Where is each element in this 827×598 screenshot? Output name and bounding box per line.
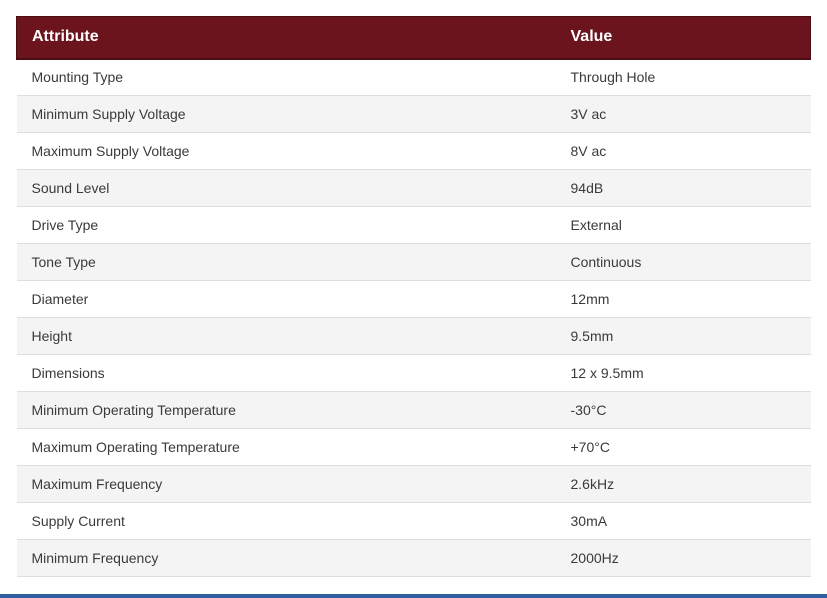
value-cell: 9.5mm (555, 317, 811, 355)
attribute-cell: Minimum Operating Temperature (16, 391, 556, 429)
table-row: Minimum Frequency 2000Hz (16, 539, 811, 577)
value-cell: 12mm (555, 280, 811, 318)
value-cell: 30mA (555, 502, 811, 540)
table-row: Maximum Supply Voltage 8V ac (16, 132, 811, 170)
header-value: Value (555, 16, 811, 60)
table-row: Drive Type External (16, 206, 811, 244)
attribute-cell: Maximum Supply Voltage (16, 132, 556, 170)
table-row: Sound Level 94dB (16, 169, 811, 207)
table-body: Mounting Type Through Hole Minimum Supply… (16, 58, 811, 577)
attribute-cell: Sound Level (16, 169, 556, 207)
value-cell: +70°C (555, 428, 811, 466)
table-row: Minimum Supply Voltage 3V ac (16, 95, 811, 133)
attribute-cell: Minimum Frequency (16, 539, 556, 577)
attribute-table: Attribute Value Mounting Type Through Hol… (16, 16, 811, 577)
attribute-cell: Supply Current (16, 502, 556, 540)
header-row: Attribute Value (16, 16, 811, 60)
value-cell: Continuous (555, 243, 811, 281)
table-row: Height 9.5mm (16, 317, 811, 355)
value-cell: 2000Hz (555, 539, 811, 577)
attribute-cell: Height (16, 317, 556, 355)
table-row: Supply Current 30mA (16, 502, 811, 540)
attribute-cell: Diameter (16, 280, 556, 318)
value-cell: External (555, 206, 811, 244)
value-cell: 12 x 9.5mm (555, 354, 811, 392)
table-header: Attribute Value (16, 16, 811, 60)
attribute-cell: Dimensions (16, 354, 556, 392)
header-attribute: Attribute (16, 16, 556, 60)
table-row: Mounting Type Through Hole (16, 58, 811, 96)
table-row: Maximum Operating Temperature +70°C (16, 428, 811, 466)
attribute-cell: Tone Type (16, 243, 556, 281)
table-row: Minimum Operating Temperature -30°C (16, 391, 811, 429)
value-cell: 3V ac (555, 95, 811, 133)
table-row: Diameter 12mm (16, 280, 811, 318)
attribute-cell: Mounting Type (16, 58, 556, 96)
attribute-cell: Drive Type (16, 206, 556, 244)
value-cell: 94dB (555, 169, 811, 207)
table-row: Dimensions 12 x 9.5mm (16, 354, 811, 392)
attribute-cell: Maximum Operating Temperature (16, 428, 556, 466)
value-cell: 2.6kHz (555, 465, 811, 503)
value-cell: -30°C (555, 391, 811, 429)
table-row: Tone Type Continuous (16, 243, 811, 281)
table-row: Maximum Frequency 2.6kHz (16, 465, 811, 503)
value-cell: 8V ac (555, 132, 811, 170)
attribute-cell: Maximum Frequency (16, 465, 556, 503)
value-cell: Through Hole (555, 58, 811, 96)
bottom-accent-bar (0, 594, 827, 598)
attribute-cell: Minimum Supply Voltage (16, 95, 556, 133)
